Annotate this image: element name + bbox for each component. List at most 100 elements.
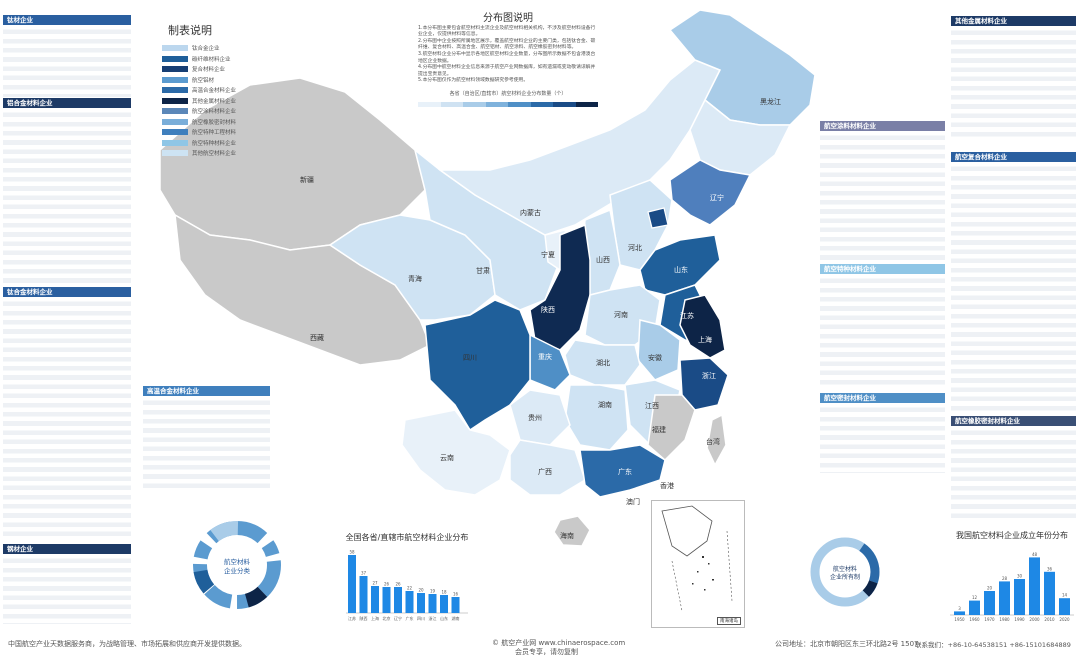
legend-label: 碳纤维材料企业 [192,56,231,63]
legend-swatch [162,97,188,104]
label-jiangxi: 江西 [645,402,659,410]
bar-category-label: 湖南 [452,615,460,621]
province-taiwan[interactable] [706,413,727,467]
table-title: 铝合金材料企业 [3,98,131,108]
table-body [143,396,270,491]
bar [440,595,448,613]
label-shanghai: 上海 [698,335,712,344]
legend-swatch [162,108,188,115]
label-jiangsu: 江苏 [680,311,694,320]
bar-category-label: 北京 [383,615,391,621]
bar-category-label: 浙江 [429,615,437,621]
table-title: 钢材企业 [3,544,131,554]
bar-category-label: 山东 [440,615,448,621]
column-category-label: 1990 [1014,617,1025,622]
bar-value-label: 19 [430,589,436,594]
label-liaoning: 辽宁 [710,193,724,202]
label-shandong: 山东 [674,265,688,274]
description-line: 4.分布图中航空材料企业信息来源于航空产业网数据库，如有遗漏或变动敬请谅解并提出… [418,65,596,77]
table-title: 航空密封材料企业 [820,393,945,403]
province-liaoning[interactable] [669,159,752,226]
footer-copyright: © 航空产业网 www.chinaerospace.com [492,639,626,647]
label-guangxi: 广西 [538,467,552,476]
legend-item: 航空特种工程材料 [162,127,282,138]
province-guangxi[interactable] [509,439,586,496]
label-gansu: 甘肃 [476,266,490,275]
bar-value-label: 58 [349,550,355,555]
province-heilongjiang[interactable] [668,9,816,126]
table-body [951,426,1076,522]
province-beijing[interactable] [647,207,669,229]
legend-item: 航空橡胶密封材料 [162,117,282,128]
south-china-sea-inset: 南海诸岛 [651,500,745,628]
province-hunan[interactable] [564,384,629,451]
legend-label: 其他航空材料企业 [192,151,237,158]
table-panel: 航空复合材料企业 [951,152,1076,412]
bar-chart-panel: 全国各省/直辖市航空材料企业分布 [344,532,470,543]
legend-swatch [162,45,188,52]
column [969,600,980,615]
bar-value-label: 26 [384,582,390,587]
column [1044,571,1055,615]
label-sichuan: 四川 [463,354,477,362]
bar-value-label: 22 [407,586,413,591]
legend-swatch [162,118,188,125]
legend-label: 航空特种材料企业 [192,140,237,147]
label-fujian: 福建 [652,425,666,434]
bar [451,597,460,613]
column-category-label: 2020 [1059,617,1070,622]
donut2-center-line1: 航空材料 [833,565,857,573]
bar-category-label: 上海 [371,615,379,621]
donut-center-line2: 企业分类 [224,566,251,575]
province-shanghai[interactable] [679,294,726,359]
province-guangdong[interactable] [579,444,666,498]
bar [359,576,368,613]
donut-segment [193,521,281,609]
label-hebei: 河北 [628,244,642,252]
table-body [951,162,1076,412]
table-title: 高温合金材料企业 [143,386,270,396]
legend-item: 其他金属材料企业 [162,96,282,107]
table-title: 其他金属材料企业 [951,16,1076,26]
label-zhejiang: 浙江 [702,371,716,380]
scale-swatch [463,101,486,107]
legend-label: 高温合金材料企业 [192,88,237,95]
column-category-label: 1950 [954,617,965,622]
label-neimenggu: 内蒙古 [520,208,541,217]
legend-item: 航空涂料材料企业 [162,106,282,117]
bar [405,591,414,613]
bar-value-label: 27 [372,581,378,586]
description-line: 5.本分布图仅作为航空材料领域数据研究参考使用。 [418,78,529,84]
table-title: 航空橡胶密封材料企业 [951,416,1076,426]
label-yunnan: 云南 [440,453,454,462]
province-shandong[interactable] [639,234,721,296]
column [954,611,965,615]
scale-swatch [440,101,463,107]
province-hainan[interactable] [553,515,591,547]
description-title: 分布图说明 [483,13,533,24]
province-sichuan[interactable] [424,299,531,432]
province-jilin[interactable] [689,98,792,176]
column-value-label: 20 [987,586,993,591]
province-yunnan[interactable] [401,409,511,496]
footer-address: 公司地址：北京市朝阳区东三环北路2号 1507 [775,640,919,648]
bar-value-label: 37 [361,571,367,576]
bar-category-label: 辽宁 [394,615,402,621]
table-body [820,274,945,389]
label-chongqing: 重庆 [538,352,552,361]
province-fujian[interactable] [647,394,696,462]
footer-notice: 会员专享，请勿复制 [515,648,578,656]
legend-item: 复合材料企业 [162,64,282,75]
legend-item: 其他航空材料企业 [162,148,282,159]
table-panel: 其他金属材料企业 [951,16,1076,141]
legend-label: 航空特种工程材料 [192,130,237,137]
label-shaanxi: 陕西 [541,305,555,314]
legend-item: 钛合金企业 [162,43,282,54]
bar-value-label: 20 [418,588,424,593]
legend-item: 碳纤维材料企业 [162,54,282,65]
label-qinghai: 青海 [408,274,422,283]
table-body [820,131,945,261]
column-value-label: 48 [1032,552,1038,557]
footer-contact: 联系我们：+86-10-64538151 +86-15101684889 [915,641,1071,649]
table-title: 钛合金材料企业 [3,287,131,297]
